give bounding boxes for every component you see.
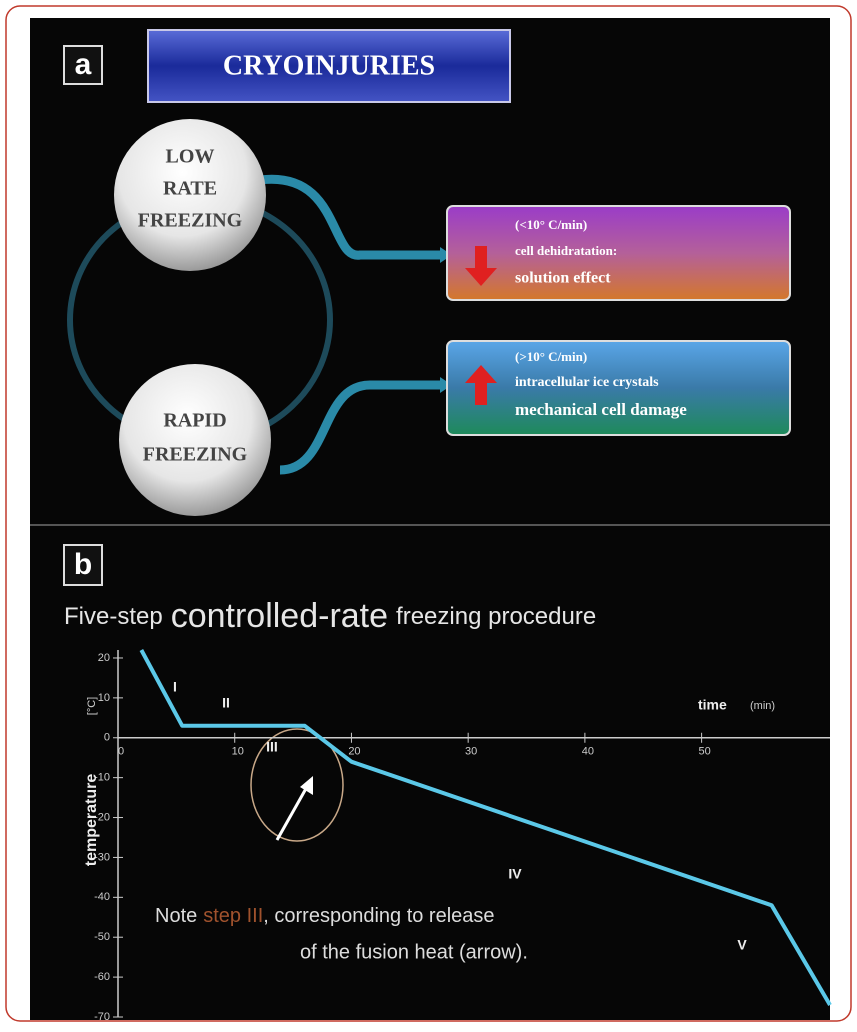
- note: Note step III, corresponding to release: [155, 905, 495, 927]
- panel-label: b: [74, 548, 92, 581]
- sphere: [119, 364, 271, 516]
- panel-title: CRYOINJURIES: [223, 50, 435, 81]
- step-label: V: [737, 937, 747, 953]
- box-text: (>10° C/min): [515, 349, 587, 364]
- y-tick-label: 10: [98, 692, 110, 704]
- y-tick-label: -50: [94, 931, 110, 943]
- panel-label: a: [75, 48, 92, 81]
- y-tick-label: 20: [98, 652, 110, 664]
- sphere-label: FREEZING: [143, 444, 248, 466]
- y-tick-label: -60: [94, 971, 110, 983]
- step-label: IV: [508, 866, 522, 882]
- y-axis-label: temperature: [83, 774, 100, 867]
- info-box: [447, 206, 790, 300]
- sphere-label: RATE: [163, 178, 217, 200]
- x-tick-label: 0: [118, 746, 124, 758]
- x-tick-label: 10: [232, 746, 244, 758]
- x-tick-label: 20: [348, 746, 360, 758]
- note-part: , corresponding to release: [263, 905, 494, 927]
- sphere-label: FREEZING: [138, 210, 243, 232]
- box-text: mechanical cell damage: [515, 400, 687, 419]
- box-text: solution effect: [515, 270, 611, 287]
- sphere-label: RAPID: [163, 410, 226, 432]
- title-part: Five-step: [64, 603, 163, 630]
- x-axis-label: time: [698, 697, 727, 713]
- title-part: freezing procedure: [396, 603, 596, 630]
- step-label: I: [173, 679, 177, 695]
- step-label: III: [266, 739, 278, 755]
- sphere-label: LOW: [166, 146, 215, 168]
- y-tick-label: -40: [94, 891, 110, 903]
- box-text: cell dehidratation:: [515, 243, 617, 258]
- x-tick-label: 50: [698, 746, 710, 758]
- title-part: controlled-rate: [171, 597, 388, 635]
- page: a CRYOINJURIES LOW RATE FREEZING RAPID F…: [0, 0, 857, 1032]
- figure: a CRYOINJURIES LOW RATE FREEZING RAPID F…: [0, 0, 857, 1027]
- x-tick-label: 40: [582, 746, 594, 758]
- y-axis-unit: [°C]: [86, 697, 98, 715]
- x-tick-label: 30: [465, 746, 477, 758]
- y-tick-label: -70: [94, 1011, 110, 1023]
- note: of the fusion heat (arrow).: [300, 941, 528, 963]
- box-text: (<10° C/min): [515, 217, 587, 232]
- step-label: II: [222, 695, 230, 711]
- note-part: step III: [203, 905, 263, 927]
- x-axis-unit: (min): [750, 700, 775, 712]
- y-tick-label: 0: [104, 732, 110, 744]
- box-text: intracellular ice crystals: [515, 375, 659, 390]
- note-part: Note: [155, 905, 197, 927]
- chart-title: Five-step controlled-rate freezing procedu…: [64, 597, 596, 635]
